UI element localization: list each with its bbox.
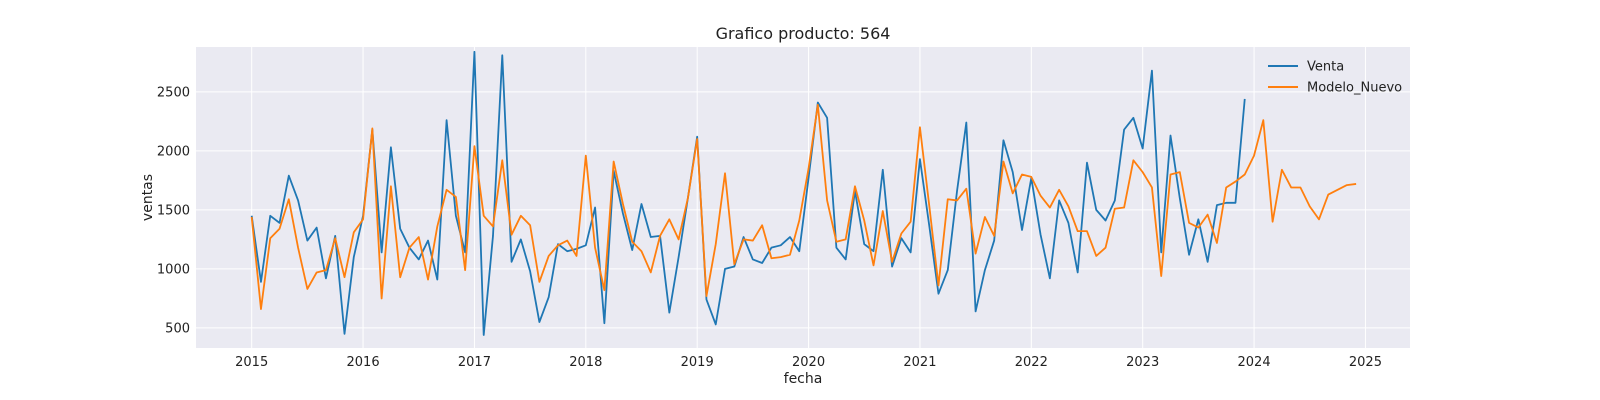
legend-label: Venta [1307, 60, 1344, 75]
x-tick-label: 2022 [1015, 355, 1048, 370]
grid-lines [196, 47, 1410, 348]
series-lines [250, 50, 1357, 336]
y-tick-label: 2500 [157, 85, 190, 100]
legend: Venta Modelo_Nuevo [1268, 60, 1402, 96]
legend-label: Modelo_Nuevo [1307, 81, 1402, 96]
x-tick-label: 2015 [235, 355, 268, 370]
x-tick-label: 2023 [1126, 355, 1159, 370]
x-tick-label: 2018 [569, 355, 602, 370]
tick-labels: 2015 2016 2017 2018 2019 2020 2021 2022 2023 2024… [157, 85, 1382, 370]
y-tick-label: 2000 [157, 144, 190, 159]
x-tick-label: 2019 [681, 355, 714, 370]
y-axis-label: ventas [140, 174, 156, 221]
series-line-modelo-nuevo [250, 103, 1357, 310]
series-line-venta [250, 50, 1246, 336]
y-tick-label: 500 [165, 321, 190, 336]
y-tick-label: 1500 [157, 203, 190, 218]
x-tick-label: 2025 [1349, 355, 1382, 370]
x-tick-label: 2024 [1238, 355, 1271, 370]
x-tick-label: 2021 [903, 355, 936, 370]
x-axis-label: fecha [784, 371, 823, 387]
y-tick-label: 1000 [157, 262, 190, 277]
x-tick-label: 2020 [792, 355, 825, 370]
chart-title: Grafico producto: 564 [716, 24, 891, 43]
x-tick-label: 2016 [347, 355, 380, 370]
x-tick-label: 2017 [458, 355, 491, 370]
